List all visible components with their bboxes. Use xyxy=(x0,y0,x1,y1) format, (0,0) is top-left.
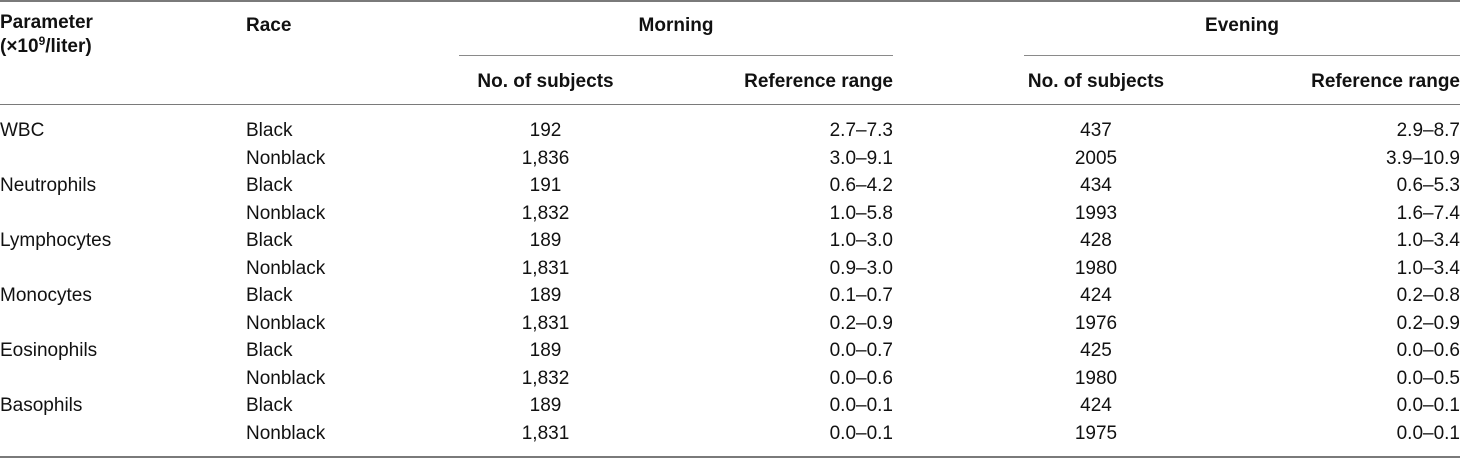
row-evening-subjects: 425 xyxy=(1080,340,1112,361)
table-row: Basophils Black 189 0.0–0.1 424 0.0–0.1 xyxy=(0,392,1460,420)
row-parameter: Lymphocytes xyxy=(0,230,112,251)
header-race: Race xyxy=(246,15,292,36)
header-parameter-line2: (×109/liter) xyxy=(0,35,93,59)
row-race: Black xyxy=(246,175,293,196)
row-evening-subjects: 424 xyxy=(1080,285,1112,306)
header-evening: Evening xyxy=(1205,15,1279,36)
row-race: Black xyxy=(246,340,293,361)
row-morning-subjects: 1,831 xyxy=(521,257,570,279)
morning-span-rule xyxy=(459,55,893,56)
row-morning-reference-range: 0.6–4.2 xyxy=(829,175,893,196)
row-evening-subjects: 2005 xyxy=(1074,147,1118,169)
row-morning-reference-range: 0.0–0.6 xyxy=(829,367,893,389)
table-row: Nonblack 1,831 0.9–3.0 1980 1.0–3.4 xyxy=(0,255,1460,283)
table-row: Nonblack 1,832 1.0–5.8 1993 1.6–7.4 xyxy=(0,200,1460,228)
header-parameter-unit-suffix: /liter) xyxy=(45,36,92,57)
row-evening-subjects: 1980 xyxy=(1074,367,1118,389)
row-evening-subjects: 1980 xyxy=(1074,257,1118,279)
header-parameter-line1: Parameter xyxy=(0,12,93,33)
table-bottom-rule xyxy=(0,456,1460,458)
row-evening-subjects: 1976 xyxy=(1074,312,1118,334)
row-race: Nonblack xyxy=(246,147,326,169)
row-parameter: WBC xyxy=(0,120,45,141)
row-evening-subjects: 434 xyxy=(1080,175,1112,196)
table-top-rule xyxy=(0,0,1460,2)
header-evening-subjects: No. of subjects xyxy=(1027,71,1165,92)
table-row: Nonblack 1,831 0.2–0.9 1976 0.2–0.9 xyxy=(0,310,1460,338)
header-morning-subjects: No. of subjects xyxy=(477,71,614,92)
row-morning-reference-range: 0.0–0.7 xyxy=(829,340,893,361)
header-parameter-unit-prefix: (×10 xyxy=(0,36,39,57)
row-evening-reference-range: 3.9–10.9 xyxy=(1386,147,1460,169)
row-evening-reference-range: 0.2–0.8 xyxy=(1396,285,1460,306)
row-race: Black xyxy=(246,120,293,141)
table-row: Nonblack 1,836 3.0–9.1 2005 3.9–10.9 xyxy=(0,145,1460,173)
row-race: Nonblack xyxy=(246,312,326,334)
row-morning-subjects: 1,831 xyxy=(521,312,570,334)
table-row: Nonblack 1,831 0.0–0.1 1975 0.0–0.1 xyxy=(0,420,1460,448)
row-evening-subjects: 424 xyxy=(1080,395,1112,416)
row-morning-reference-range: 2.7–7.3 xyxy=(829,120,893,141)
row-parameter: Eosinophils xyxy=(0,340,98,361)
row-race: Black xyxy=(246,285,293,306)
row-parameter: Neutrophils xyxy=(0,175,97,196)
row-morning-subjects: 189 xyxy=(529,285,562,306)
row-evening-subjects: 1975 xyxy=(1074,422,1118,444)
row-evening-reference-range: 2.9–8.7 xyxy=(1396,120,1460,141)
header-parameter: Parameter (×109/liter) xyxy=(0,11,93,59)
row-race: Nonblack xyxy=(246,257,326,279)
row-morning-subjects: 189 xyxy=(529,340,562,361)
row-evening-reference-range: 0.0–0.1 xyxy=(1396,395,1460,416)
row-evening-reference-range: 0.0–0.5 xyxy=(1396,367,1460,389)
row-race: Nonblack xyxy=(246,422,326,444)
header-bottom-rule xyxy=(0,104,1460,105)
row-race: Nonblack xyxy=(246,202,326,224)
row-morning-subjects: 189 xyxy=(529,395,562,416)
row-morning-subjects: 191 xyxy=(529,175,562,196)
row-morning-reference-range: 3.0–9.1 xyxy=(829,147,893,169)
row-evening-reference-range: 1.0–3.4 xyxy=(1396,257,1460,279)
row-evening-subjects: 1993 xyxy=(1074,202,1118,224)
row-morning-reference-range: 0.1–0.7 xyxy=(829,285,893,306)
table-row: Lymphocytes Black 189 1.0–3.0 428 1.0–3.4 xyxy=(0,227,1460,255)
row-morning-reference-range: 1.0–5.8 xyxy=(829,202,893,224)
row-evening-reference-range: 1.6–7.4 xyxy=(1396,202,1460,224)
header-morning: Morning xyxy=(638,15,714,36)
row-race: Nonblack xyxy=(246,367,326,389)
row-evening-reference-range: 0.2–0.9 xyxy=(1396,312,1460,334)
row-race: Black xyxy=(246,395,293,416)
row-evening-subjects: 437 xyxy=(1080,120,1112,141)
row-morning-subjects: 189 xyxy=(529,230,562,251)
row-morning-subjects: 1,831 xyxy=(521,422,570,444)
row-evening-reference-range: 0.0–0.6 xyxy=(1396,340,1460,361)
row-parameter: Basophils xyxy=(0,395,83,416)
row-morning-reference-range: 0.0–0.1 xyxy=(829,422,893,444)
row-morning-reference-range: 0.2–0.9 xyxy=(829,312,893,334)
table-row: Eosinophils Black 189 0.0–0.7 425 0.0–0.6 xyxy=(0,337,1460,365)
row-morning-subjects: 192 xyxy=(529,120,562,141)
row-evening-reference-range: 1.0–3.4 xyxy=(1396,230,1460,251)
row-morning-subjects: 1,832 xyxy=(521,367,570,389)
header-evening-reference-range: Reference range xyxy=(1311,71,1460,92)
header-morning-reference-range: Reference range xyxy=(744,71,893,92)
row-morning-reference-range: 0.9–3.0 xyxy=(829,257,893,279)
table-row: Neutrophils Black 191 0.6–4.2 434 0.6–5.3 xyxy=(0,172,1460,200)
row-morning-subjects: 1,836 xyxy=(521,147,570,169)
row-morning-subjects: 1,832 xyxy=(521,202,570,224)
table-row: Monocytes Black 189 0.1–0.7 424 0.2–0.8 xyxy=(0,282,1460,310)
row-evening-reference-range: 0.0–0.1 xyxy=(1396,422,1460,444)
row-parameter: Monocytes xyxy=(0,285,92,306)
row-morning-reference-range: 0.0–0.1 xyxy=(829,395,893,416)
header-parameter-unit-exponent: 9 xyxy=(38,34,46,48)
table-row: Nonblack 1,832 0.0–0.6 1980 0.0–0.5 xyxy=(0,365,1460,393)
evening-span-rule xyxy=(1024,55,1460,56)
row-race: Black xyxy=(246,230,293,251)
row-evening-reference-range: 0.6–5.3 xyxy=(1396,175,1460,196)
table-row: WBC Black 192 2.7–7.3 437 2.9–8.7 xyxy=(0,117,1460,145)
row-evening-subjects: 428 xyxy=(1080,230,1112,251)
row-morning-reference-range: 1.0–3.0 xyxy=(829,230,893,251)
